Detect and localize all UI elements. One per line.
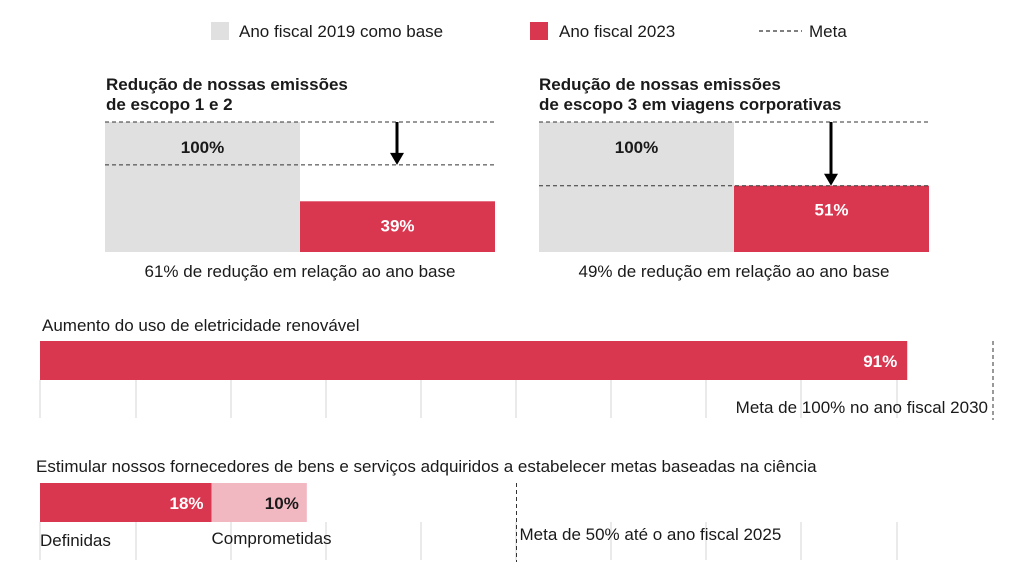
bar-renewable-label: 91% <box>863 352 897 371</box>
panel-caption: 61% de redução em relação ao ano base <box>145 262 456 281</box>
panel-title: Aumento do uso de eletricidade renovável <box>42 316 360 335</box>
target-label: Meta de 100% no ano fiscal 2030 <box>736 398 988 417</box>
bar-current-label: 51% <box>814 201 848 220</box>
legend-swatch-current <box>530 22 548 40</box>
legend-label-current: Ano fiscal 2023 <box>559 22 675 41</box>
bar-current-label: 39% <box>380 216 414 235</box>
panel-title: Estimular nossos fornecedores de bens e … <box>36 457 817 476</box>
series-label-defined: Definidas <box>40 531 111 550</box>
bar-defined-label: 18% <box>170 494 204 513</box>
panel-scope-3: Redução de nossas emissões de escopo 3 e… <box>539 75 929 281</box>
reduction-arrow-icon <box>824 173 838 186</box>
bar-defined <box>40 483 212 522</box>
reduction-arrow-icon <box>390 152 404 165</box>
panel-scope-1-2: Redução de nossas emissões de escopo 1 e… <box>105 75 495 281</box>
legend-label-base: Ano fiscal 2019 como base <box>239 22 443 41</box>
bar-current <box>734 185 929 252</box>
bar-renewable <box>40 341 908 380</box>
panel-title-line2: de escopo 1 e 2 <box>106 95 233 114</box>
bar-base <box>539 122 734 252</box>
panel-title-line1: Redução de nossas emissões <box>106 75 348 94</box>
series-label-committed: Comprometidas <box>212 529 332 548</box>
panel-suppliers: Estimular nossos fornecedores de bens e … <box>36 457 898 562</box>
bar-base <box>105 122 300 252</box>
legend: Ano fiscal 2019 como base Ano fiscal 202… <box>211 22 847 41</box>
panel-renewable: Aumento do uso de eletricidade renovável… <box>39 316 994 420</box>
bar-base-label: 100% <box>181 138 224 157</box>
panel-title-line1: Redução de nossas emissões <box>539 75 781 94</box>
target-label: Meta de 50% até o ano fiscal 2025 <box>520 525 782 544</box>
bar-base-label: 100% <box>615 138 658 157</box>
bar-committed-label: 10% <box>265 494 299 513</box>
bar-committed <box>211 483 307 522</box>
panel-title-line2: de escopo 3 em viagens corporativas <box>539 95 841 114</box>
legend-label-target: Meta <box>809 22 847 41</box>
panel-caption: 49% de redução em relação ao ano base <box>579 262 890 281</box>
legend-swatch-base <box>211 22 229 40</box>
bar-current <box>300 201 495 252</box>
